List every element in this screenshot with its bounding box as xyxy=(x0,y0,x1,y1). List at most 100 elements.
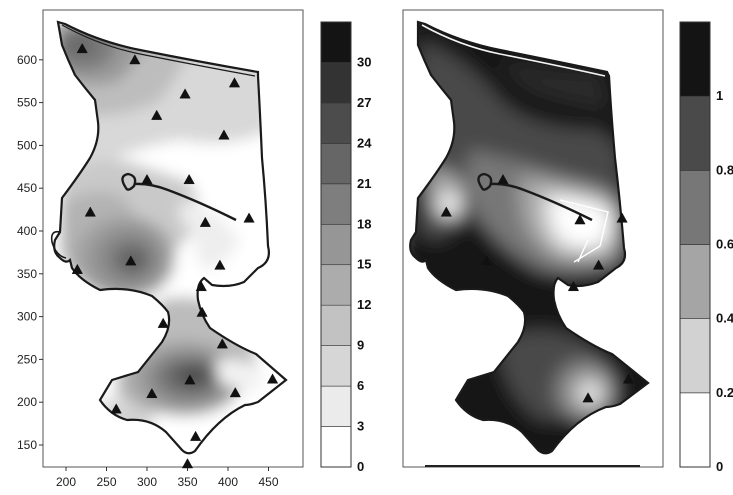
colorbar-tick-label: 0.6 xyxy=(716,237,733,252)
colorbar-segment xyxy=(320,304,352,346)
right-study-area-boundary xyxy=(409,20,650,455)
right-river-line xyxy=(477,172,593,222)
colorbar-segment xyxy=(320,21,352,63)
right-white-contour-lines xyxy=(559,199,609,263)
colorbar-segment xyxy=(679,21,711,97)
colorbar-segment xyxy=(320,143,352,185)
left-study-area-boundary xyxy=(53,20,288,455)
y-tick-label: 400 xyxy=(17,224,37,238)
left-panel: 200 250 300 350 400 450 150 200 250 300 350 400 450 5… xyxy=(17,9,304,489)
sampling-point-marker xyxy=(582,392,594,403)
sampling-point-marker xyxy=(622,373,635,384)
sampling-point-marker xyxy=(574,214,586,225)
sampling-point-marker xyxy=(218,129,230,140)
left-colorbar-frame xyxy=(320,21,352,468)
sampling-point-marker xyxy=(76,42,88,54)
y-tick-label: 200 xyxy=(17,395,37,409)
colorbar-segment xyxy=(320,223,352,266)
colorbar-segment xyxy=(320,183,352,225)
colorbar-tick-label: 6 xyxy=(357,378,364,393)
x-tick-label: 300 xyxy=(137,475,157,489)
colorbar-segment xyxy=(679,95,711,171)
sampling-point-marker xyxy=(84,206,96,217)
x-tick-label: 250 xyxy=(96,475,116,489)
colorbar-tick-label: 9 xyxy=(357,338,364,353)
colorbar-tick-label: 24 xyxy=(357,135,372,150)
y-tick-label: 550 xyxy=(17,96,37,110)
y-tick-label: 250 xyxy=(17,352,37,366)
sampling-point-marker xyxy=(216,338,228,349)
colorbar-segment xyxy=(320,345,352,387)
sampling-point-marker xyxy=(179,88,191,99)
sampling-point-marker xyxy=(214,259,226,270)
sampling-point-marker xyxy=(196,306,208,317)
x-tick-label: 400 xyxy=(218,475,238,489)
colorbar-segment xyxy=(679,392,711,468)
x-tick-label: 450 xyxy=(258,475,278,489)
sampling-point-marker xyxy=(110,403,122,414)
colorbar-segment xyxy=(320,62,352,104)
sampling-point-marker xyxy=(481,255,493,266)
sampling-point-marker xyxy=(440,206,452,217)
sampling-point-marker xyxy=(616,212,628,223)
sampling-point-marker xyxy=(497,173,509,185)
sampling-point-marker xyxy=(157,317,169,328)
sampling-point-marker xyxy=(243,212,255,223)
y-tick-label: 150 xyxy=(17,438,37,452)
right-colorbar-frame xyxy=(679,21,711,468)
colorbar-segment xyxy=(320,264,352,306)
colorbar-segment xyxy=(679,244,711,319)
colorbar-tick-label: 27 xyxy=(357,95,371,110)
y-tick-label: 300 xyxy=(17,310,37,324)
sampling-point-marker xyxy=(129,54,141,65)
colorbar-tick-label: 3 xyxy=(357,419,364,434)
colorbar-tick-label: 0.8 xyxy=(716,162,733,177)
colorbar-segment xyxy=(679,170,711,245)
colorbar-tick-label: 30 xyxy=(357,54,371,69)
colorbar-segment xyxy=(320,385,352,427)
colorbar-tick-label: 0.4 xyxy=(716,311,733,326)
sampling-point-marker xyxy=(184,374,196,385)
colorbar-tick-label: 15 xyxy=(357,257,371,272)
sampling-point-marker xyxy=(151,109,163,120)
sampling-point-marker xyxy=(199,216,211,227)
y-tick-label: 500 xyxy=(17,138,37,152)
left-colorbar: 0 3 6 9 12 15 18 21 24 27 30 xyxy=(320,21,372,474)
sampling-point-marker xyxy=(266,373,279,384)
left-river-line xyxy=(121,172,237,222)
y-tick-label: 600 xyxy=(17,53,37,67)
y-tick-label: 350 xyxy=(17,267,37,281)
sampling-point-marker xyxy=(125,255,137,266)
colorbar-tick-label: 21 xyxy=(357,176,371,191)
colorbar-segment xyxy=(320,426,352,468)
sampling-point-marker xyxy=(567,280,580,292)
sampling-point-marker xyxy=(195,280,207,292)
sampling-point-marker xyxy=(189,430,202,441)
right-colorbar: 0 0.2 0.4 0.6 0.8 1 xyxy=(679,21,733,474)
sampling-point-marker xyxy=(592,259,605,270)
colorbar-tick-label: 1 xyxy=(716,88,723,103)
colorbar-tick-label: 12 xyxy=(357,297,371,312)
sampling-point-marker xyxy=(181,458,194,469)
y-tick-label: 450 xyxy=(17,181,37,195)
colorbar-tick-label: 18 xyxy=(357,216,371,231)
left-axes: 200 250 300 350 400 450 150 200 250 300 350 400 450 5… xyxy=(17,53,279,489)
colorbar-tick-label: 0.2 xyxy=(716,385,733,400)
left-coast-loop xyxy=(50,230,67,259)
colorbar-segment xyxy=(320,102,352,144)
right-boundary-inner-edge xyxy=(421,24,606,77)
sampling-point-marker xyxy=(146,387,158,399)
colorbar-segment xyxy=(679,318,711,394)
sampling-point-marker xyxy=(228,77,241,88)
sampling-point-marker xyxy=(183,173,195,185)
colorbar-tick-label: 0 xyxy=(357,459,364,474)
right-panel xyxy=(402,9,664,468)
right-sampling-points xyxy=(440,173,635,403)
colorbar-tick-label: 0 xyxy=(716,459,723,474)
left-boundary-inner-edge xyxy=(61,24,256,77)
x-tick-label: 200 xyxy=(56,475,76,489)
sampling-point-marker xyxy=(141,173,153,185)
left-sampling-points xyxy=(71,42,279,469)
x-tick-label: 350 xyxy=(177,475,197,489)
